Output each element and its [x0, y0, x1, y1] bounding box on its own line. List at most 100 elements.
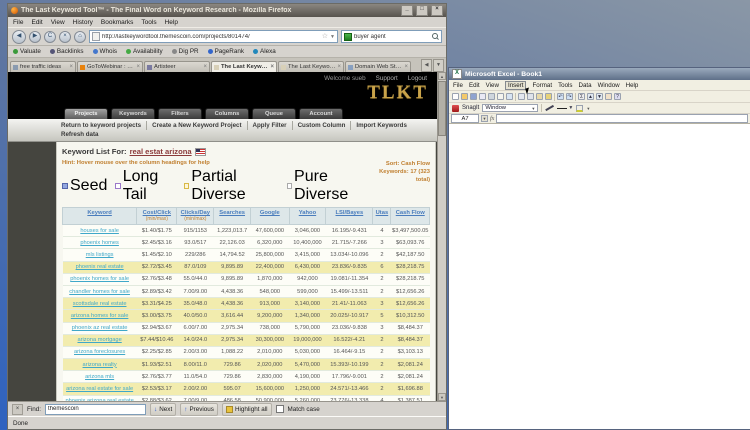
excel-menu-edit[interactable]: Edit	[468, 81, 480, 89]
toolbar-link-import-keywords[interactable]: Import Keywords	[356, 122, 407, 129]
tlkt-tab-queue[interactable]: Queue	[252, 108, 296, 119]
excel-icon-print[interactable]	[488, 93, 495, 100]
search-icon[interactable]	[432, 33, 439, 40]
highlight-color-icon[interactable]	[576, 104, 584, 112]
legend-checkbox[interactable]	[286, 183, 293, 189]
find-next-button[interactable]: ↓ Next	[150, 402, 177, 416]
column-header-utas[interactable]: Utas	[372, 207, 392, 225]
highlight-all-button[interactable]: Highlight all	[221, 402, 272, 416]
menu-tools[interactable]: Tools	[141, 18, 157, 26]
menu-bookmarks[interactable]: Bookmarks	[100, 18, 134, 26]
toolbar-link-create-a-new-keyword-project[interactable]: Create a New Keyword Project	[147, 121, 248, 130]
tab-scroll-left-icon[interactable]: ◀	[421, 59, 432, 72]
close-button[interactable]: ×	[431, 5, 443, 16]
tlkt-tab-account[interactable]: Account	[299, 108, 343, 119]
tab-close-icon[interactable]: ×	[136, 64, 140, 70]
menu-history[interactable]: History	[72, 18, 93, 26]
browser-tab-the-last-keyword-tool[interactable]: The Last Keyword Tool™ -...×	[278, 61, 344, 72]
column-header-link[interactable]: Keyword	[87, 210, 112, 216]
column-header-cash-flow[interactable]: Cash Flow	[390, 207, 430, 225]
keyword-link[interactable]: arizona realty	[82, 361, 117, 368]
column-header-link[interactable]: Cost/Click	[142, 210, 171, 216]
column-header-yahoo[interactable]: Yahoo	[288, 207, 327, 225]
column-header-link[interactable]: Yahoo	[298, 210, 317, 216]
keyword-link[interactable]: arizona mls	[85, 373, 115, 380]
column-header-google[interactable]: Google	[250, 207, 290, 225]
excel-icon-new[interactable]	[452, 93, 459, 100]
bookmark-dig-pr[interactable]: Dig PR	[171, 48, 199, 55]
back-icon[interactable]: ◀	[12, 29, 26, 44]
keyword-link[interactable]: phoenix homes	[80, 239, 119, 246]
column-header-cost-click[interactable]: Cost/Click (min/max)	[136, 207, 178, 225]
keyword-link[interactable]: phoenix real estate	[75, 264, 124, 271]
excel-icon-sort-ascending[interactable]: ▲	[587, 93, 594, 100]
excel-icon-autosum[interactable]: Σ	[578, 93, 585, 100]
column-header-keyword[interactable]: Keyword	[61, 207, 138, 225]
column-header-link[interactable]: Searches	[219, 210, 246, 216]
excel-icon-help[interactable]: ?	[614, 93, 621, 100]
browser-tab-gotowebinar-my-webin[interactable]: GoToWebinar : My Webin...×	[77, 61, 143, 72]
menu-view[interactable]: View	[50, 18, 65, 26]
excel-icon-save[interactable]	[470, 93, 477, 100]
tlkt-tab-keywords[interactable]: Keywords	[111, 108, 155, 119]
menu-edit[interactable]: Edit	[31, 18, 43, 26]
keyword-link[interactable]: scottsdale real estate	[72, 300, 127, 307]
toolbar-link-custom-column[interactable]: Custom Column	[293, 121, 352, 130]
keyword-link[interactable]: mls listings	[85, 251, 114, 258]
bookmark-whois[interactable]: Whois	[92, 48, 117, 55]
excel-icon-open[interactable]	[461, 93, 468, 100]
excel-icon-sort-descending[interactable]: ▼	[596, 93, 603, 100]
stop-icon[interactable]: ×	[59, 30, 71, 43]
tab-close-icon[interactable]: ×	[404, 64, 408, 70]
excel-menu-data[interactable]: Data	[578, 81, 592, 89]
url-dropdown-icon[interactable]: ▼	[330, 33, 335, 40]
excel-icon-chart-wizard[interactable]	[605, 93, 612, 100]
tab-list-icon[interactable]: ▼	[433, 59, 444, 72]
browser-tab-domain-web-studio-com[interactable]: Domain Web Studio.com...×	[345, 61, 411, 72]
menu-help[interactable]: Help	[164, 18, 178, 26]
excel-icon-spelling[interactable]	[506, 93, 513, 100]
column-header-link[interactable]: LSI/Bayes	[335, 210, 364, 216]
search-bar[interactable]	[341, 30, 442, 43]
browser-tab-artisteer[interactable]: Artisteer ×	[144, 61, 210, 72]
bookmark-availability[interactable]: Availability	[126, 48, 163, 55]
keyword-link[interactable]: houses for sale	[80, 227, 119, 234]
excel-menu-tools[interactable]: Tools	[558, 81, 573, 89]
bookmark-alexa[interactable]: Alexa	[253, 48, 276, 55]
bookmark-backlinks[interactable]: Backlinks	[49, 48, 84, 55]
search-engine-icon[interactable]	[344, 32, 352, 41]
column-header-link[interactable]: Google	[259, 210, 280, 216]
pen-tool-icon[interactable]	[545, 105, 555, 111]
toolbar-link-refresh-data[interactable]: Refresh data	[61, 131, 99, 138]
name-box[interactable]: A7	[451, 114, 479, 123]
excel-menu-format[interactable]: Format	[532, 81, 553, 89]
excel-menu-file[interactable]: File	[453, 81, 463, 89]
keyword-link[interactable]: arizona homes for sale	[70, 312, 129, 319]
excel-titlebar[interactable]: X Microsoft Excel - Book1	[449, 68, 750, 80]
excel-icon-redo[interactable]: ↷	[566, 93, 573, 100]
column-header-lsi-bayes[interactable]: LSI/Bayes	[325, 207, 374, 225]
tab-close-icon[interactable]: ×	[203, 64, 207, 70]
keyword-link[interactable]: arizona real estate for sale	[66, 386, 134, 393]
scroll-down-icon[interactable]: ▼	[438, 393, 446, 401]
excel-icon-email[interactable]	[479, 93, 486, 100]
fx-icon[interactable]: fx	[490, 115, 495, 122]
bookmark-star-icon[interactable]: ☆	[321, 33, 329, 40]
name-box-dropdown-icon[interactable]: ▼	[481, 115, 488, 122]
toolbar-link-apply-filter[interactable]: Apply Filter	[248, 121, 293, 130]
tab-close-icon[interactable]: ×	[270, 64, 274, 70]
tlkt-tab-columns[interactable]: Columns	[205, 108, 249, 119]
tlkt-tab-projects[interactable]: Projects	[64, 108, 108, 119]
match-case-checkbox[interactable]	[275, 405, 284, 413]
reload-icon[interactable]: C	[44, 30, 56, 43]
forward-icon[interactable]: ▶	[29, 30, 41, 43]
find-input[interactable]	[45, 403, 146, 415]
bookmark-valuate[interactable]: Valuate	[13, 48, 41, 55]
excel-menu-help[interactable]: Help	[625, 81, 639, 89]
search-input[interactable]	[354, 33, 430, 40]
minimize-button[interactable]: _	[401, 5, 413, 16]
find-previous-button[interactable]: ↑ Previous	[180, 402, 218, 416]
column-header-clicks-day[interactable]: Clicks/Day (min/max)	[176, 207, 215, 225]
keyword-link[interactable]: arizona mortgage	[77, 337, 122, 344]
keyword-link[interactable]: chandler homes for sale	[69, 288, 130, 295]
